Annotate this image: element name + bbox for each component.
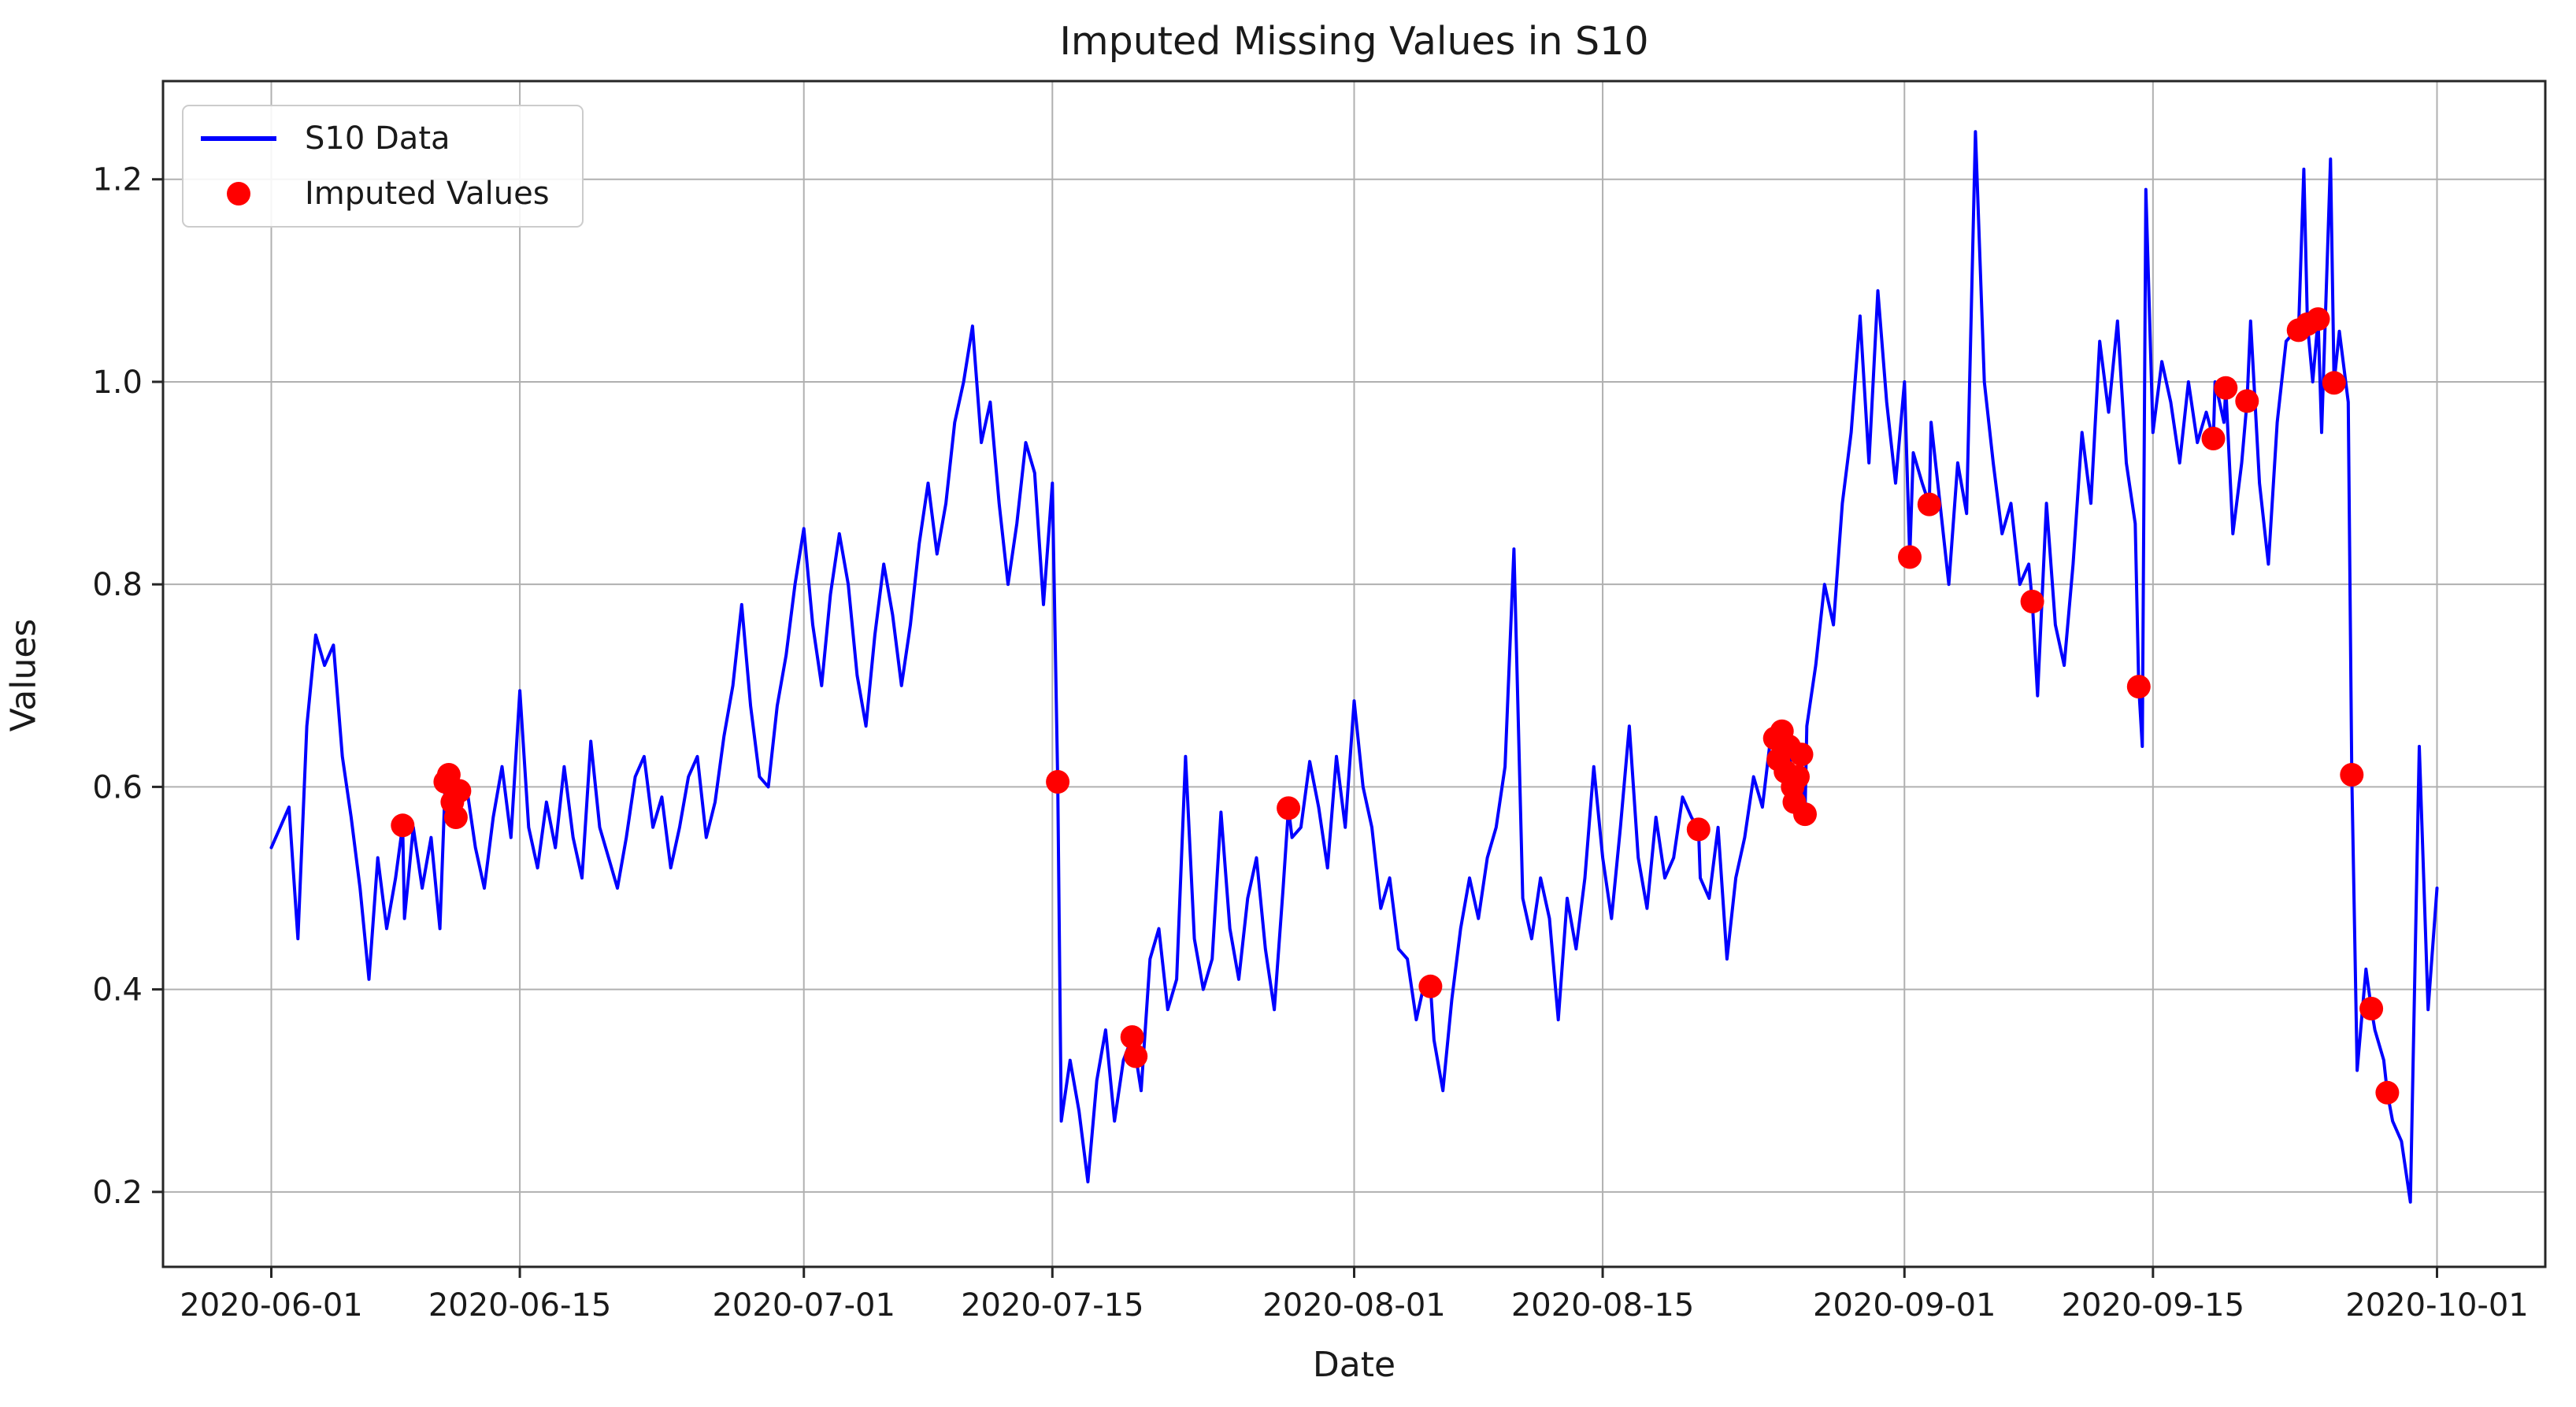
y-tick-label: 0.8	[92, 567, 143, 603]
imputed-point	[2340, 763, 2364, 787]
x-tick-label: 2020-09-01	[1813, 1287, 1996, 1324]
imputed-point	[1789, 742, 1814, 767]
imputed-point	[1917, 492, 1941, 517]
y-tick-label: 0.6	[92, 769, 143, 805]
imputed-point	[1786, 765, 1810, 789]
imputed-point	[1046, 770, 1070, 794]
x-tick-label: 2020-09-15	[2062, 1287, 2244, 1324]
imputed-point	[443, 805, 468, 829]
imputed-point	[2322, 371, 2346, 395]
y-tick-label: 1.0	[92, 365, 143, 401]
x-tick-label: 2020-06-15	[428, 1287, 611, 1324]
y-tick-labels: 0.2 0.4 0.6 0.8 1.0 1.2	[92, 162, 143, 1211]
x-tick-labels: 2020-06-01 2020-06-15 2020-07-01 2020-07-15…	[180, 1287, 2528, 1324]
x-tick-label: 2020-08-15	[1511, 1287, 1694, 1324]
imputed-point	[1898, 545, 1922, 569]
imputed-point	[2201, 427, 2226, 450]
imputed-point	[2235, 389, 2259, 413]
legend-item-imputed-values: Imputed Values	[183, 171, 582, 217]
tick-marks	[152, 178, 2438, 1278]
x-tick-label: 2020-07-15	[961, 1287, 1143, 1324]
legend-item-s10-data: S10 Data	[183, 116, 582, 161]
imputed-point	[1686, 817, 1711, 842]
imputed-point	[1793, 802, 1817, 827]
x-tick-label: 2020-10-01	[2345, 1287, 2528, 1324]
legend-item-label: Imputed Values	[305, 176, 550, 212]
imputed-point	[2020, 590, 2044, 613]
imputed-point	[1418, 974, 1443, 998]
legend: S10 Data Imputed Values	[182, 105, 584, 228]
imputed-point	[2375, 1080, 2400, 1105]
imputed-point	[2214, 376, 2238, 400]
imputed-point	[2126, 675, 2151, 699]
x-tick-label: 2020-08-01	[1262, 1287, 1445, 1324]
imputed-point	[2359, 997, 2384, 1020]
imputed-point	[1120, 1025, 1144, 1050]
imputed-point	[1124, 1044, 1148, 1068]
legend-item-label: S10 Data	[305, 120, 450, 157]
imputed-point	[447, 779, 472, 803]
imputed-point	[2306, 307, 2330, 331]
line-swatch-icon	[201, 136, 276, 141]
chart-title: Imputed Missing Values in S10	[1059, 19, 1649, 64]
x-tick-label: 2020-07-01	[712, 1287, 895, 1324]
x-axis-label: Date	[1312, 1345, 1396, 1385]
dot-swatch-icon	[227, 182, 250, 205]
imputed-points	[391, 307, 2400, 1105]
y-tick-label: 0.4	[92, 972, 143, 1009]
y-tick-label: 0.2	[92, 1175, 143, 1211]
imputed-point	[1277, 796, 1301, 820]
imputed-point	[391, 813, 415, 838]
gridlines	[163, 81, 2545, 1267]
x-tick-label: 2020-06-01	[180, 1287, 362, 1324]
y-tick-label: 1.2	[92, 162, 143, 198]
